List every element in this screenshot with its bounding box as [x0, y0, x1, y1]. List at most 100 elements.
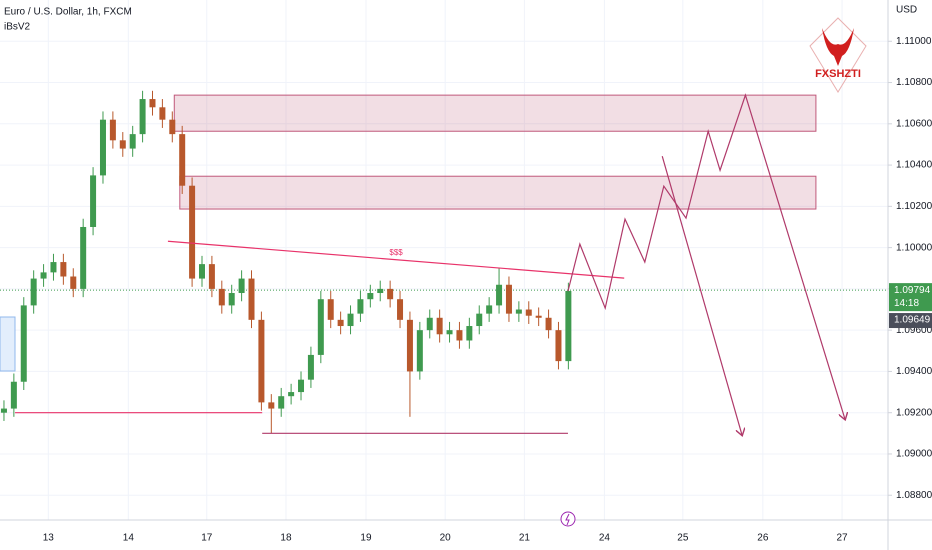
candle-body	[565, 290, 572, 362]
x-tick-label: 26	[757, 533, 769, 544]
candle-body	[70, 276, 77, 289]
x-tick-label: 20	[440, 533, 452, 544]
candle-body	[496, 284, 503, 306]
candle-body	[60, 262, 67, 277]
candle-body	[0, 408, 7, 413]
indicator-name: iBsV2	[4, 22, 31, 33]
candle-body	[238, 278, 245, 294]
candle-body	[20, 305, 27, 382]
event-icon[interactable]	[560, 511, 576, 527]
candle-body	[90, 175, 97, 227]
grid	[0, 0, 888, 520]
candle-body	[119, 140, 126, 149]
x-tick-label: 18	[280, 533, 292, 544]
candle-body	[426, 317, 433, 331]
candle-body	[406, 319, 413, 372]
candle-body	[466, 326, 473, 341]
candle-body	[436, 317, 443, 335]
x-tick-label: 14	[123, 533, 135, 544]
candle-body	[545, 317, 552, 331]
candle-body	[149, 99, 156, 108]
y-tick-label: 1.08800	[896, 490, 932, 501]
candle-body	[139, 99, 146, 135]
candle-body	[357, 299, 364, 314]
x-tick-label: 21	[519, 533, 531, 544]
candle-body	[179, 134, 186, 186]
candle-body	[99, 119, 106, 176]
candle-body	[397, 299, 404, 320]
y-tick-label: 1.11000	[896, 36, 932, 47]
candle-body	[208, 264, 215, 289]
candle-body	[228, 293, 235, 306]
candle-body	[307, 354, 314, 380]
y-tick-label: 1.10800	[896, 77, 932, 88]
supply-zone	[173, 94, 817, 132]
y-tick-label: 1.09600	[896, 325, 932, 336]
candle-body	[347, 313, 354, 327]
candle-body	[109, 119, 116, 141]
candle-body	[416, 330, 423, 372]
candle-body	[387, 288, 394, 300]
current-price-label-countdown: 14:18	[894, 298, 919, 309]
candle-body	[337, 319, 344, 327]
candle-body	[456, 330, 463, 341]
previous-close-label: 1.09649	[894, 315, 931, 326]
x-tick-label: 19	[360, 533, 372, 544]
x-tick-label: 25	[677, 533, 689, 544]
logo-text: FXSHZTI	[815, 68, 861, 80]
candle-body	[10, 381, 17, 409]
candle-body	[258, 319, 265, 403]
candle-body	[189, 185, 196, 279]
current-price-label: 1.09794	[894, 285, 931, 296]
y-tick-label: 1.10400	[896, 160, 932, 171]
candle-body	[218, 288, 225, 306]
y-tick-label: 1.09200	[896, 407, 932, 418]
candle-body	[446, 330, 453, 335]
candle-body	[278, 396, 285, 409]
candle-body	[80, 226, 87, 289]
candle-body	[525, 309, 532, 316]
y-tick-label: 1.10000	[896, 242, 932, 253]
x-tick-label: 24	[599, 533, 611, 544]
event-icon-bolt	[565, 513, 570, 526]
x-tick-label: 17	[201, 533, 213, 544]
candle-body	[268, 402, 275, 409]
candle-body	[505, 284, 512, 314]
candle-body	[377, 288, 384, 294]
current-price-label-bg	[889, 283, 932, 312]
y-tick-label: 1.09400	[896, 366, 932, 377]
y-tick-label: 1.10200	[896, 201, 932, 212]
x-tick-label: 27	[836, 533, 848, 544]
candle-body	[50, 262, 57, 273]
trend-line	[167, 240, 625, 279]
chart-title: Euro / U.S. Dollar, 1h, FXCM	[4, 7, 132, 18]
candle-body	[367, 293, 374, 300]
candle-body	[515, 309, 522, 314]
candle-body	[317, 299, 324, 355]
candle-body	[327, 299, 334, 320]
y-tick-label: 1.09000	[896, 449, 932, 460]
y-axis-label: USD	[896, 5, 917, 16]
candle-body	[129, 134, 136, 149]
candle-body	[535, 315, 542, 318]
candle-body	[169, 119, 176, 135]
line-label: $$$	[389, 248, 403, 257]
candle-body	[30, 278, 37, 306]
projection-path	[661, 156, 742, 436]
x-tick-label: 13	[43, 533, 55, 544]
candle-body	[298, 379, 305, 393]
candle-body	[40, 272, 47, 279]
y-tick-label: 1.10600	[896, 118, 932, 129]
projection-path	[567, 93, 845, 420]
supply-zone	[179, 175, 817, 210]
candle-body	[476, 313, 483, 327]
candle-body	[159, 107, 166, 120]
plot: $$$	[0, 90, 888, 436]
range-box	[0, 316, 16, 372]
candle-body	[555, 330, 562, 362]
previous-close-label-bg	[889, 313, 932, 329]
logo: FXSHZTI	[809, 17, 867, 93]
candle-body	[248, 278, 255, 320]
candle-body	[198, 264, 205, 279]
